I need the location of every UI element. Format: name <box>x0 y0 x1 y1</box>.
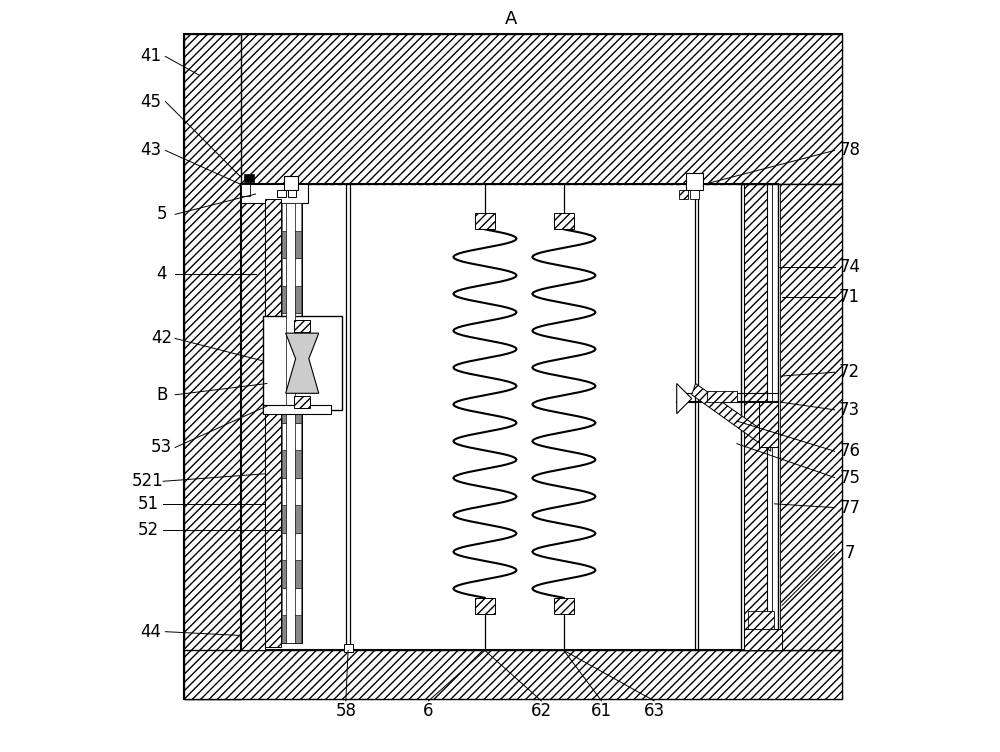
Bar <box>282 368 301 396</box>
Polygon shape <box>692 384 771 451</box>
Bar <box>772 184 778 650</box>
Text: 521: 521 <box>132 472 164 490</box>
Bar <box>263 316 342 410</box>
Bar <box>282 615 301 643</box>
Bar <box>282 533 301 560</box>
Bar <box>744 629 782 650</box>
Bar <box>244 174 254 182</box>
Bar <box>294 396 310 408</box>
Bar <box>690 190 699 199</box>
Bar <box>265 199 281 647</box>
Bar <box>241 184 250 196</box>
Text: 58: 58 <box>335 702 356 720</box>
Text: 77: 77 <box>839 499 860 517</box>
Text: 41: 41 <box>140 47 161 65</box>
Text: 76: 76 <box>839 442 860 460</box>
Bar <box>707 391 737 402</box>
Bar <box>282 341 301 368</box>
Text: 6: 6 <box>423 702 434 720</box>
Bar <box>263 405 331 414</box>
Bar <box>277 190 286 197</box>
Bar <box>282 396 301 423</box>
Text: 45: 45 <box>140 92 161 111</box>
Bar <box>748 611 774 629</box>
Text: 73: 73 <box>839 401 860 419</box>
Bar <box>282 505 301 533</box>
Bar <box>241 184 265 650</box>
Bar <box>282 286 301 313</box>
Polygon shape <box>184 34 842 184</box>
Text: 52: 52 <box>138 521 159 539</box>
Bar <box>282 313 301 341</box>
Text: 44: 44 <box>140 623 161 641</box>
Text: A: A <box>505 10 517 28</box>
Bar <box>475 598 495 614</box>
Bar <box>241 184 308 203</box>
Bar <box>554 213 574 229</box>
Text: 43: 43 <box>140 141 161 159</box>
Text: B: B <box>156 386 167 404</box>
Text: 62: 62 <box>531 702 552 720</box>
Bar <box>475 213 495 229</box>
Bar <box>282 560 301 588</box>
Polygon shape <box>184 34 241 699</box>
Text: 78: 78 <box>839 141 860 159</box>
Text: 4: 4 <box>156 265 167 284</box>
Text: 42: 42 <box>151 329 172 347</box>
Bar <box>281 203 302 643</box>
Text: 75: 75 <box>839 468 860 487</box>
Text: 51: 51 <box>138 495 159 513</box>
Bar <box>759 402 778 447</box>
Text: 7: 7 <box>844 544 855 562</box>
Bar <box>344 644 353 652</box>
Bar <box>282 588 301 615</box>
Text: 63: 63 <box>644 702 665 720</box>
Polygon shape <box>677 384 692 414</box>
Bar <box>741 184 778 650</box>
Bar <box>282 203 301 231</box>
Bar <box>286 203 295 643</box>
Bar <box>767 184 778 650</box>
Bar <box>744 184 778 650</box>
Text: 61: 61 <box>591 702 612 720</box>
Bar <box>282 258 301 286</box>
Bar <box>241 184 778 650</box>
Polygon shape <box>184 650 842 699</box>
Bar <box>686 173 703 190</box>
Bar <box>282 423 301 450</box>
Text: 53: 53 <box>151 438 172 456</box>
Bar <box>554 598 574 614</box>
Bar <box>282 478 301 505</box>
Bar <box>184 34 842 699</box>
Text: 5: 5 <box>156 205 167 223</box>
Bar <box>282 231 301 258</box>
Bar <box>679 190 688 199</box>
Text: 72: 72 <box>839 363 860 381</box>
Polygon shape <box>286 333 319 393</box>
Bar <box>777 184 780 650</box>
Text: 74: 74 <box>839 258 860 276</box>
Bar <box>284 176 298 190</box>
Bar <box>294 320 310 332</box>
Polygon shape <box>778 184 842 650</box>
Text: 71: 71 <box>839 288 860 306</box>
Bar <box>288 190 296 197</box>
Bar <box>282 450 301 478</box>
